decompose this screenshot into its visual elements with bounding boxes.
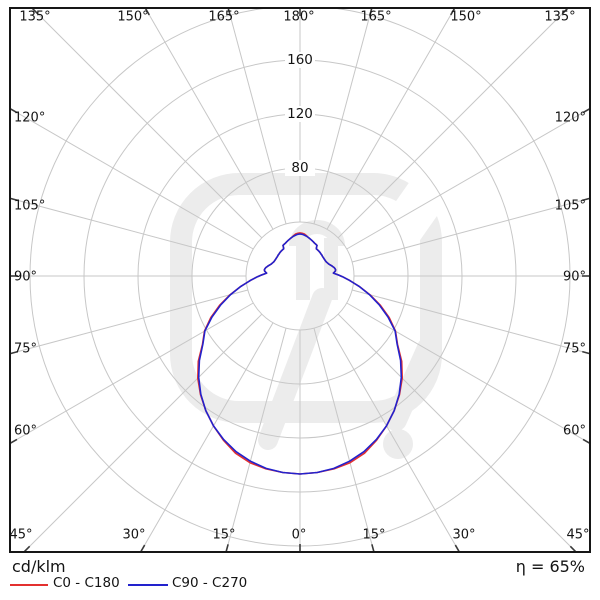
grid-radial-165: [313, 9, 373, 224]
grid-radial-60: [346, 302, 589, 444]
angle-label-bottom-6: 45°: [566, 528, 589, 543]
border-tick-60: [582, 438, 589, 444]
grid-radial-120: [346, 108, 589, 250]
angle-label-top-6: 135°: [544, 10, 575, 25]
radial-label-120: 120: [287, 106, 313, 122]
angle-label-top-2: 165°: [208, 10, 239, 25]
border-tick-285: [11, 350, 18, 355]
border-tick-105: [582, 197, 589, 202]
grid-radial-195: [227, 9, 287, 224]
grid-radial-150: [326, 9, 455, 230]
plot-border: [9, 7, 591, 553]
angle-label-right-0: 120°: [555, 111, 586, 126]
angle-label-top-0: 135°: [19, 10, 50, 25]
angle-label-left-1: 105°: [14, 199, 45, 214]
radial-label-chip-160: [285, 52, 315, 68]
grid-radial-255: [11, 198, 248, 263]
border-tick-330: [140, 544, 146, 551]
grid-radial-315: [24, 313, 263, 551]
border-tick-15: [371, 544, 375, 551]
border-tick-195: [227, 9, 232, 16]
grid-radial-75: [352, 289, 589, 354]
angle-label-left-0: 120°: [14, 111, 45, 126]
radial-label-80: 80: [291, 160, 308, 176]
radial-label-chip-120: [285, 106, 315, 122]
border-tick-225: [31, 9, 39, 15]
grid-radial-210: [145, 9, 274, 230]
radial-label-160: 160: [287, 52, 313, 68]
grid-radial-105: [352, 198, 589, 263]
angle-label-left-2: 90°: [14, 270, 37, 285]
grid-radial-30: [326, 322, 460, 551]
efficiency-label: η = 65%: [515, 557, 585, 576]
angle-label-bottom-2: 15°: [212, 528, 235, 543]
border-tick-300: [11, 438, 18, 444]
watermark-logo: [170, 146, 469, 459]
angle-label-top-5: 150°: [450, 10, 481, 25]
border-tick-150: [450, 9, 456, 16]
angle-label-bottom-3: 0°: [292, 528, 307, 543]
border-tick-135: [561, 9, 569, 15]
unit-label: cd/klm: [12, 557, 66, 576]
angle-label-right-1: 105°: [555, 199, 586, 214]
grid-radial-345: [225, 328, 287, 551]
legend-line-c0-c180: [10, 584, 48, 586]
border-tick-210: [144, 9, 150, 16]
border-tick-255: [11, 197, 18, 202]
border-tick-315: [23, 545, 31, 551]
legend-line-c90-c270: [128, 584, 168, 586]
border-tick-45: [569, 545, 577, 551]
angle-label-top-4: 165°: [360, 10, 391, 25]
legend-label-c0-c180: C0 - C180: [53, 575, 120, 591]
angle-label-bottom-5: 30°: [452, 528, 475, 543]
grid-radial-330: [140, 322, 274, 551]
border-tick-75: [582, 350, 589, 355]
angle-label-top-1: 150°: [117, 10, 148, 25]
angle-labels: 135° 150° 165° 180° 165° 150° 135° 45° 30° 15° 0° 1…: [9, 10, 589, 543]
grid-radial-135: [337, 9, 568, 239]
radial-label-chip-80: [285, 160, 315, 176]
border-tick-165: [368, 9, 373, 16]
grid-radial-15: [313, 328, 375, 551]
angle-label-right-4: 60°: [563, 424, 586, 439]
border-tick-30: [454, 544, 460, 551]
legend-label-c90-c270: C90 - C270: [172, 575, 248, 591]
grid-radial-300: [11, 302, 254, 444]
border-tick-345: [225, 544, 229, 551]
angle-label-left-3: 75°: [14, 342, 37, 357]
angle-label-right-3: 75°: [563, 342, 586, 357]
grid-radial-285: [11, 289, 248, 354]
curve-c90-c270: [197, 233, 403, 475]
angle-label-left-4: 60°: [14, 424, 37, 439]
angle-label-top-3: 180°: [283, 10, 314, 25]
grid-radial-240: [11, 108, 254, 250]
border-tick-240: [11, 108, 18, 114]
radial-value-labels: 80 120 160: [285, 52, 315, 176]
angle-label-right-2: 90°: [563, 270, 586, 285]
border-tick-120: [582, 108, 589, 114]
angle-label-bottom-4: 15°: [362, 528, 385, 543]
angle-label-bottom-1: 30°: [122, 528, 145, 543]
angle-label-bottom-0: 45°: [9, 528, 32, 543]
grid-radial-45: [337, 313, 576, 551]
grid-radial-225: [32, 9, 263, 239]
